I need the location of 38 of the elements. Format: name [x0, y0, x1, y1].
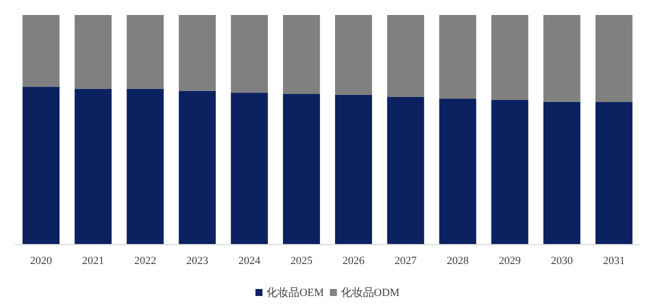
bar	[387, 15, 424, 97]
x-tick-label: 2029	[498, 255, 522, 267]
bar	[282, 15, 320, 94]
bar	[335, 94, 372, 244]
x-tick-label: 2027	[394, 255, 418, 267]
x-tick-label: 2023	[186, 255, 209, 267]
bar	[74, 15, 112, 89]
legend-label: 化妆品OEM	[266, 287, 324, 299]
legend-label: 化妆品ODM	[340, 287, 400, 299]
bar	[282, 94, 320, 244]
x-tick-label: 2021	[82, 255, 104, 267]
bar	[543, 102, 580, 244]
bar	[22, 15, 60, 87]
bar	[439, 15, 476, 99]
x-tick-label: 2022	[134, 255, 156, 267]
x-tick-label: 2030	[550, 255, 574, 267]
bar	[387, 96, 424, 244]
bar	[126, 15, 164, 89]
bar	[439, 98, 476, 244]
x-tick-label: 2025	[290, 255, 313, 267]
bar	[491, 15, 528, 100]
x-tick-label: 2024	[238, 255, 261, 267]
bar	[22, 86, 60, 244]
x-tick-label: 2026	[342, 255, 366, 267]
bar	[230, 92, 268, 244]
bar	[491, 100, 528, 244]
bar	[543, 15, 580, 102]
bar	[126, 88, 164, 244]
bar	[230, 15, 268, 93]
bar	[178, 90, 216, 244]
x-tick-label: 2028	[446, 255, 470, 267]
bar	[335, 15, 372, 95]
bar	[595, 102, 632, 244]
bar	[595, 15, 632, 102]
x-tick-label: 2031	[602, 255, 625, 267]
bar	[178, 15, 216, 91]
bar	[74, 88, 112, 244]
x-tick-label: 2020	[30, 255, 53, 267]
